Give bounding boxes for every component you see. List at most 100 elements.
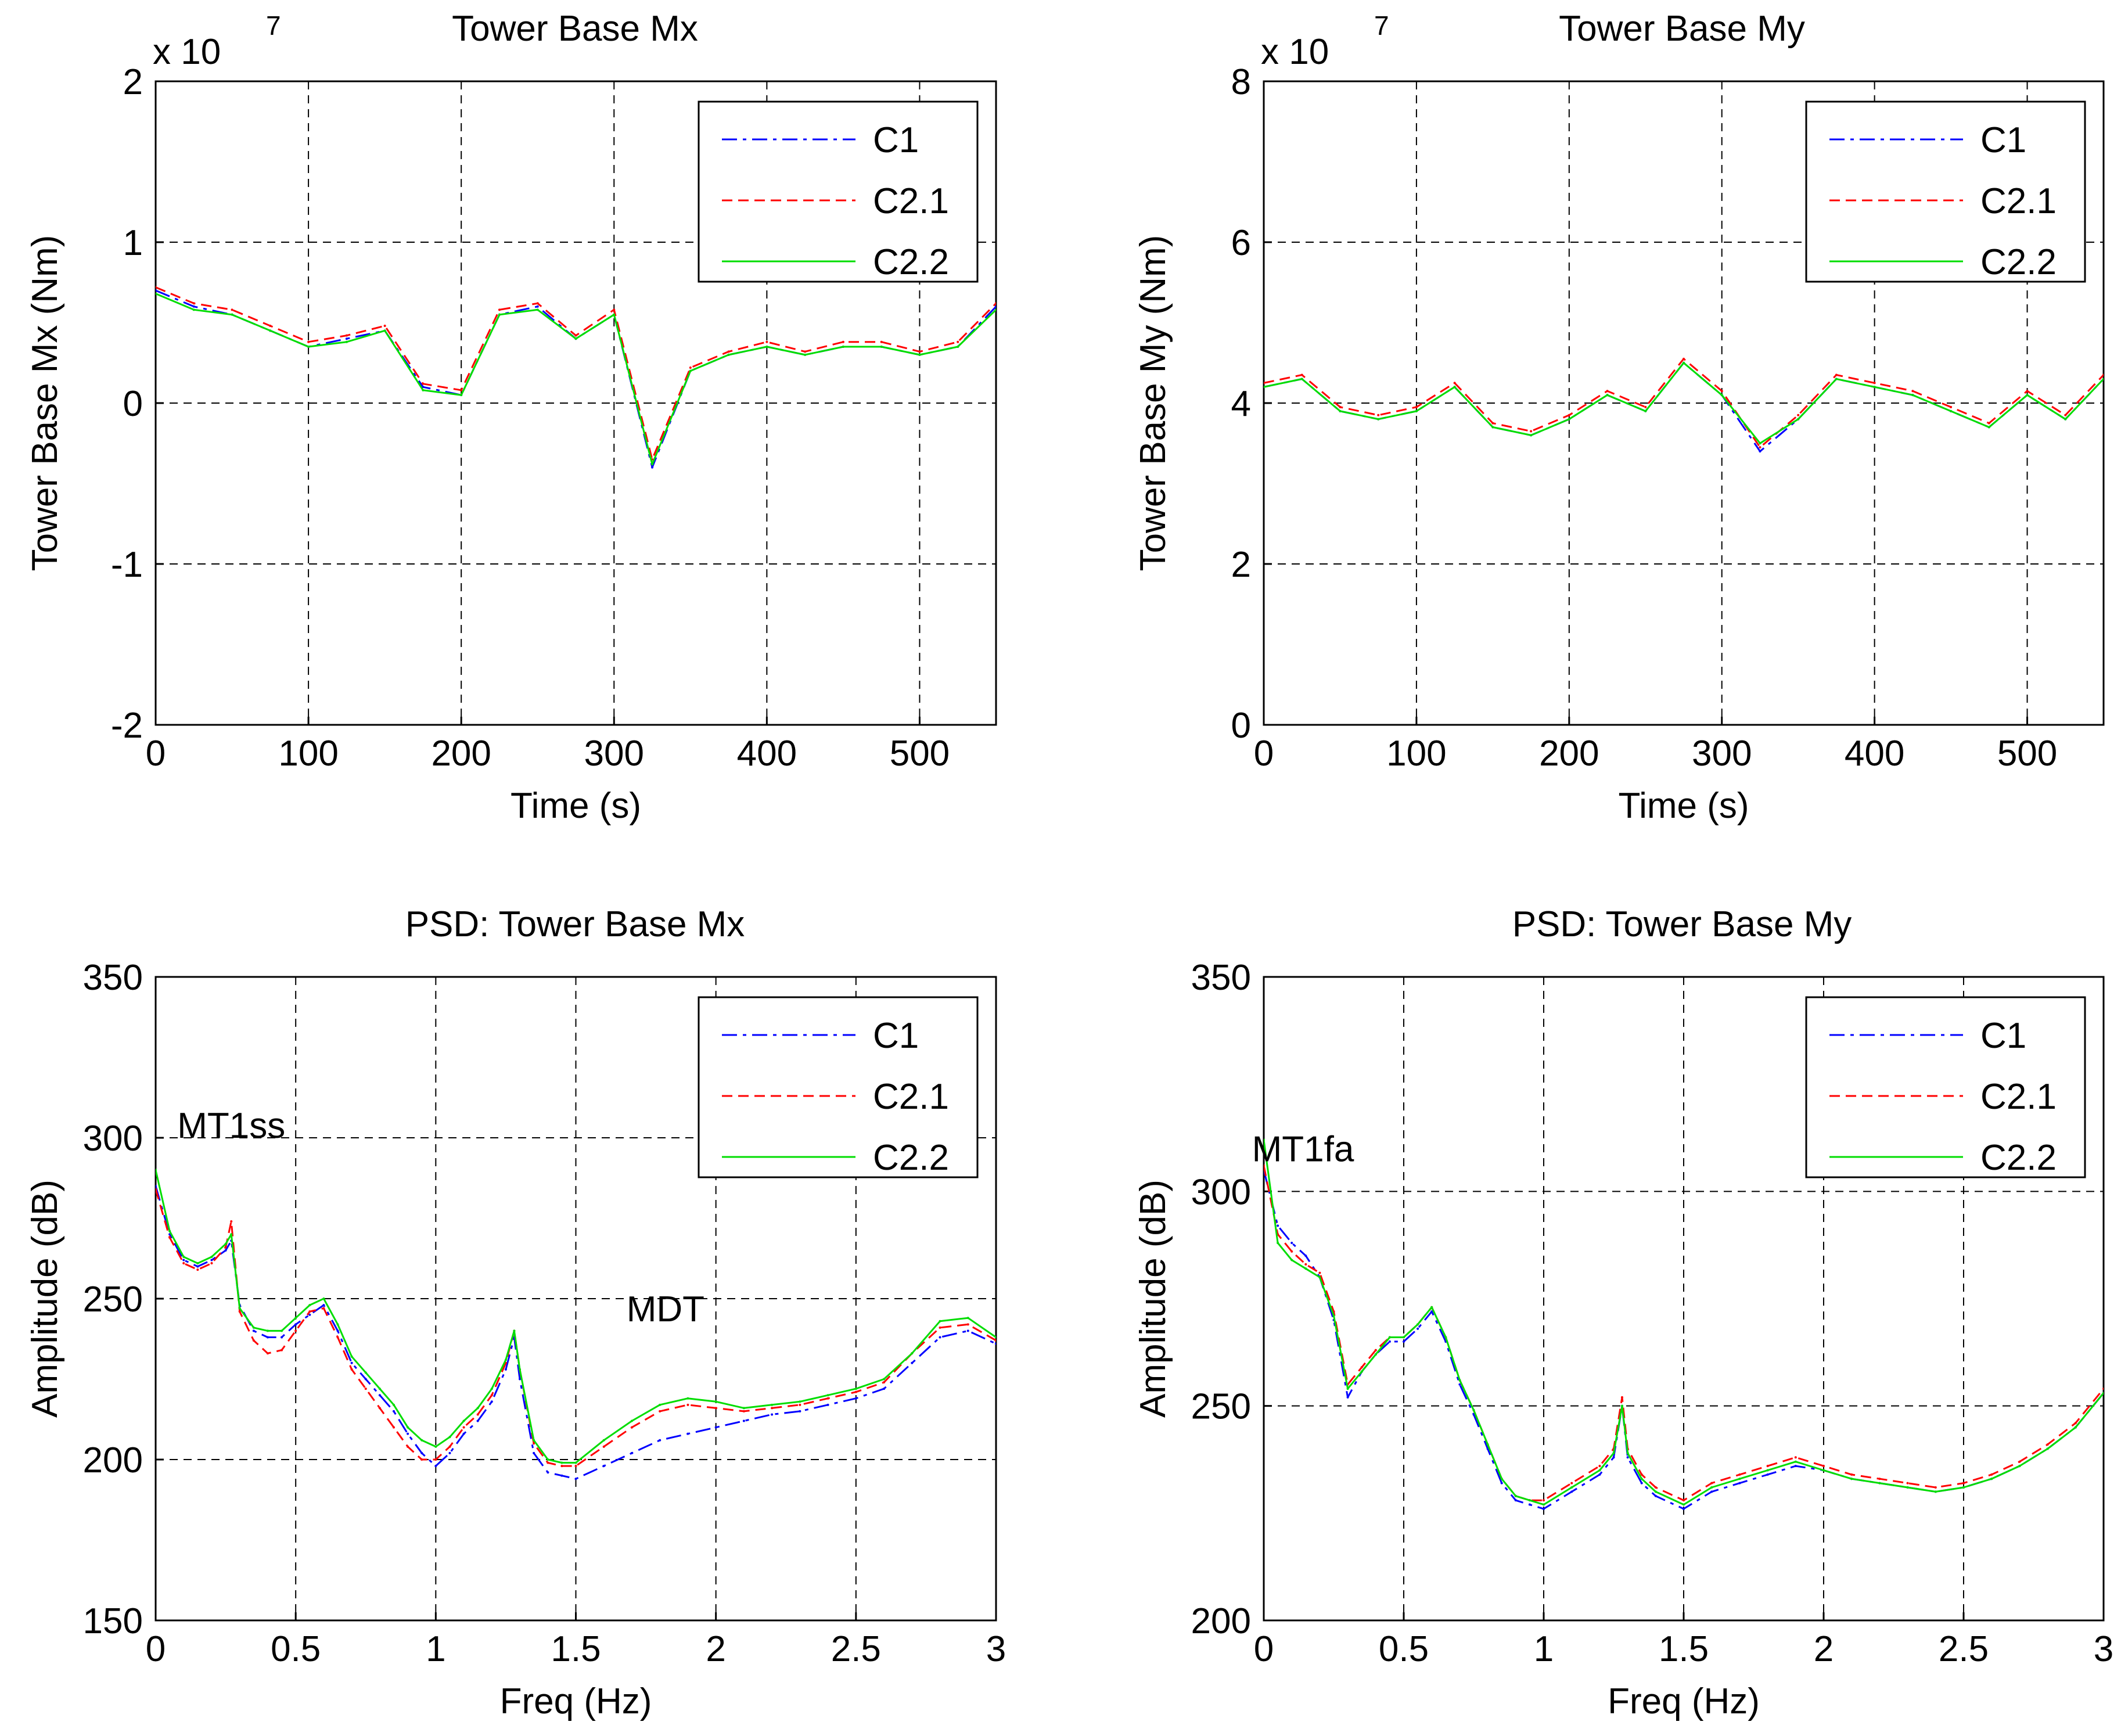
- data-point: [378, 1407, 381, 1410]
- data-point: [498, 308, 501, 311]
- axis-exponent-label: x 10: [1261, 32, 1329, 72]
- data-point: [689, 366, 692, 369]
- data-point: [269, 329, 272, 332]
- y-tick-label: 1: [123, 223, 143, 263]
- x-tick-label: 1: [1534, 1629, 1554, 1669]
- data-point: [1377, 418, 1380, 420]
- data-point: [686, 1397, 689, 1400]
- x-tick-label: 200: [431, 734, 491, 774]
- data-point: [156, 1188, 157, 1191]
- data-point: [659, 1439, 662, 1442]
- data-point: [995, 1336, 996, 1339]
- x-axis-label: Freq (Hz): [1608, 1681, 1760, 1721]
- data-point: [1911, 394, 1914, 397]
- data-point: [182, 1259, 185, 1261]
- data-point: [1500, 1478, 1503, 1480]
- data-point: [2026, 394, 2029, 397]
- legend-label: C1: [1980, 1016, 2026, 1056]
- y-tick-label: -1: [111, 545, 143, 585]
- axis-exponent-power: 7: [1374, 10, 1389, 41]
- data-point: [2064, 418, 2067, 420]
- data-point: [536, 305, 539, 308]
- data-point: [345, 337, 348, 340]
- data-point: [269, 325, 272, 328]
- data-point: [336, 1336, 339, 1339]
- data-point: [883, 1388, 886, 1390]
- data-point: [519, 1378, 522, 1381]
- data-point: [224, 1246, 227, 1249]
- x-tick-label: 300: [584, 734, 644, 774]
- data-point: [266, 1336, 269, 1339]
- data-point: [156, 289, 157, 292]
- data-point: [448, 1451, 451, 1454]
- data-point: [1318, 1271, 1321, 1274]
- data-point: [574, 1465, 577, 1468]
- data-point: [533, 1451, 535, 1454]
- x-tick-label: 500: [1997, 734, 2057, 774]
- data-point: [350, 1355, 353, 1358]
- data-point: [714, 1400, 717, 1403]
- x-tick-label: 0: [146, 1629, 166, 1669]
- data-point: [407, 1445, 409, 1448]
- y-tick-label: 4: [1231, 384, 1251, 424]
- legend-box: [1805, 100, 2086, 283]
- series-line-c2-1: [156, 1189, 996, 1467]
- data-point: [630, 1451, 633, 1454]
- data-point: [462, 1432, 465, 1435]
- data-point: [1644, 409, 1647, 412]
- data-point: [196, 1268, 199, 1271]
- data-point: [1794, 1456, 1797, 1459]
- data-point: [574, 1461, 577, 1464]
- data-point: [224, 1242, 227, 1245]
- data-point: [1950, 409, 1953, 412]
- data-point: [966, 1317, 969, 1320]
- data-point: [880, 346, 883, 348]
- data-point: [686, 1403, 689, 1406]
- data-point: [378, 1388, 381, 1390]
- data-point: [1290, 1241, 1293, 1244]
- data-point: [1835, 373, 1838, 376]
- data-point: [911, 1361, 914, 1364]
- data-point: [434, 1465, 437, 1468]
- data-point: [1543, 1499, 1545, 1502]
- data-point: [308, 1304, 311, 1307]
- data-point: [1339, 405, 1342, 408]
- data-point: [252, 1326, 255, 1329]
- data-point: [1528, 1499, 1531, 1502]
- data-point: [1620, 1404, 1623, 1407]
- axis-exponent-power: 7: [266, 10, 281, 41]
- data-point: [1990, 1473, 1993, 1476]
- data-point: [2102, 373, 2104, 376]
- data-point: [266, 1352, 269, 1355]
- x-tick-label: 3: [986, 1629, 1006, 1669]
- y-axis-label: Amplitude (dB): [25, 1180, 65, 1418]
- data-point: [560, 1461, 563, 1464]
- data-point: [1430, 1306, 1433, 1309]
- data-point: [230, 1233, 233, 1236]
- series-line-c1: [156, 1185, 996, 1480]
- x-tick-label: 200: [1539, 734, 1599, 774]
- panel-tower-base-mx: Tower Base Mx 0 100 200 300 400 500 -2 -1 0 1 2 Tim…: [25, 9, 997, 826]
- data-point: [1640, 1482, 1643, 1485]
- data-point: [939, 1326, 941, 1329]
- data-point: [281, 1329, 283, 1332]
- data-point: [1570, 1486, 1573, 1489]
- data-point: [826, 1403, 829, 1406]
- data-point: [2018, 1465, 2021, 1468]
- data-point: [1514, 1494, 1517, 1497]
- data-point: [192, 308, 195, 311]
- data-point: [1766, 1473, 1769, 1476]
- data-point: [1415, 405, 1418, 408]
- data-point: [995, 1339, 996, 1342]
- data-point: [2074, 1426, 2077, 1429]
- legend-label: C2.2: [1980, 242, 2057, 282]
- data-point: [1612, 1451, 1615, 1454]
- data-point: [613, 308, 616, 311]
- data-point: [547, 1458, 549, 1461]
- legend-box: [1805, 996, 2086, 1178]
- data-point: [1598, 1465, 1601, 1468]
- data-point: [727, 350, 730, 353]
- data-point: [182, 1262, 185, 1265]
- data-point: [460, 394, 463, 397]
- y-tick-label: 300: [83, 1119, 143, 1159]
